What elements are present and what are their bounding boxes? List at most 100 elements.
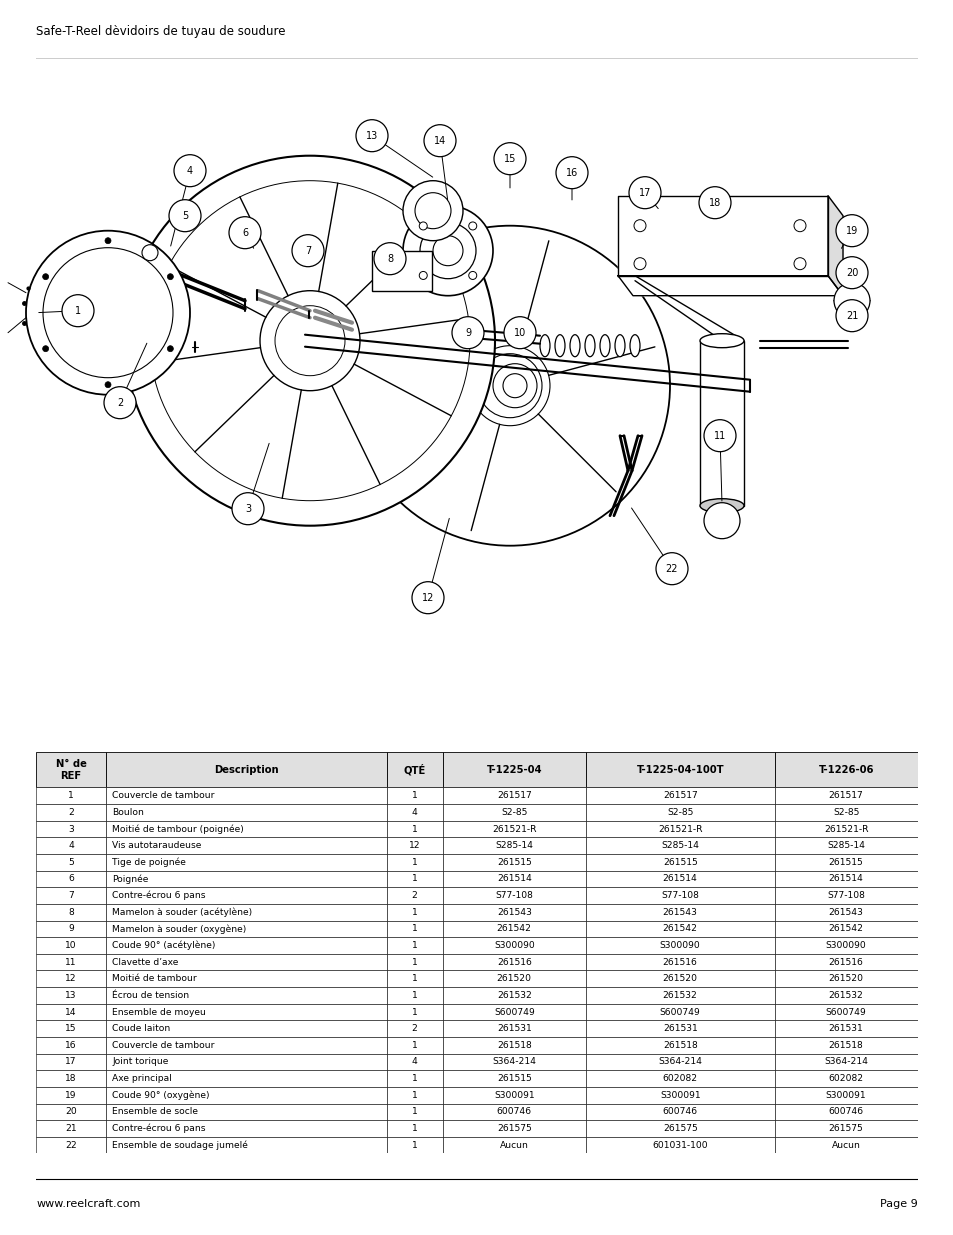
- Polygon shape: [325, 366, 420, 484]
- Text: 7: 7: [69, 892, 74, 900]
- Bar: [774, 853, 917, 871]
- Text: T-1225-04-100T: T-1225-04-100T: [636, 764, 723, 774]
- Text: 602082: 602082: [662, 1074, 697, 1083]
- Text: Aucun: Aucun: [831, 1141, 860, 1150]
- Text: 1: 1: [412, 974, 417, 983]
- Text: 3: 3: [69, 825, 74, 834]
- Text: 261531: 261531: [497, 1024, 531, 1034]
- Bar: [442, 937, 585, 953]
- Circle shape: [62, 295, 94, 327]
- Text: 13: 13: [65, 990, 77, 1000]
- Text: S364-214: S364-214: [823, 1057, 867, 1067]
- Text: S364-214: S364-214: [658, 1057, 701, 1067]
- Text: 22: 22: [65, 1141, 77, 1150]
- Text: 4: 4: [412, 808, 417, 816]
- Text: 1: 1: [75, 306, 81, 316]
- Text: Mamelon à souder (acétylène): Mamelon à souder (acétylène): [112, 908, 252, 916]
- Bar: [106, 987, 386, 1004]
- Text: 261543: 261543: [497, 908, 531, 916]
- Bar: [36, 1020, 106, 1037]
- Text: 1: 1: [412, 858, 417, 867]
- Text: S2-85: S2-85: [500, 808, 527, 816]
- Text: 1: 1: [69, 792, 74, 800]
- Bar: [106, 1037, 386, 1053]
- Bar: [106, 821, 386, 837]
- Circle shape: [494, 143, 525, 174]
- Text: Ensemble de moyeu: Ensemble de moyeu: [112, 1008, 206, 1016]
- Ellipse shape: [615, 335, 624, 357]
- Bar: [585, 953, 774, 971]
- Bar: [442, 1137, 585, 1153]
- Text: 14: 14: [434, 136, 446, 146]
- Text: S2-85: S2-85: [666, 808, 693, 816]
- Polygon shape: [194, 366, 294, 482]
- Circle shape: [699, 186, 730, 219]
- Text: T-1226-06: T-1226-06: [818, 764, 873, 774]
- Text: 600746: 600746: [662, 1108, 697, 1116]
- Text: S77-108: S77-108: [826, 892, 864, 900]
- Ellipse shape: [569, 335, 579, 357]
- Bar: [585, 937, 774, 953]
- Text: 1: 1: [412, 941, 417, 950]
- Bar: [774, 1137, 917, 1153]
- Bar: [386, 987, 442, 1004]
- Bar: [442, 1104, 585, 1120]
- Bar: [36, 853, 106, 871]
- Circle shape: [167, 346, 173, 352]
- Bar: [106, 971, 386, 987]
- Text: 261532: 261532: [662, 990, 697, 1000]
- Bar: [585, 971, 774, 987]
- Bar: [106, 1120, 386, 1137]
- Text: Page 9: Page 9: [879, 1199, 917, 1209]
- Text: 1: 1: [412, 1074, 417, 1083]
- Circle shape: [43, 248, 172, 378]
- Circle shape: [142, 245, 158, 261]
- Bar: [386, 853, 442, 871]
- Bar: [36, 1004, 106, 1020]
- Bar: [585, 1104, 774, 1120]
- Text: 1: 1: [412, 1124, 417, 1132]
- Ellipse shape: [700, 499, 743, 513]
- Bar: [386, 1037, 442, 1053]
- Text: 19: 19: [65, 1091, 77, 1099]
- Bar: [106, 1020, 386, 1037]
- Bar: [774, 871, 917, 887]
- Bar: [585, 788, 774, 804]
- Polygon shape: [530, 270, 654, 378]
- Bar: [36, 971, 106, 987]
- Ellipse shape: [629, 335, 639, 357]
- Text: S285-14: S285-14: [826, 841, 864, 850]
- Bar: [106, 953, 386, 971]
- Text: Couvercle de tambour: Couvercle de tambour: [112, 792, 214, 800]
- Bar: [386, 804, 442, 821]
- Text: 261543: 261543: [828, 908, 862, 916]
- Text: 600746: 600746: [828, 1108, 862, 1116]
- Bar: [36, 1053, 106, 1071]
- Bar: [585, 1037, 774, 1053]
- Text: 2: 2: [68, 808, 74, 816]
- Bar: [585, 1004, 774, 1020]
- Text: www.reelcraft.com: www.reelcraft.com: [36, 1199, 140, 1209]
- Polygon shape: [365, 394, 489, 500]
- Ellipse shape: [599, 335, 609, 357]
- Bar: [386, 887, 442, 904]
- Text: 18: 18: [65, 1074, 77, 1083]
- Bar: [106, 920, 386, 937]
- Circle shape: [402, 206, 493, 295]
- Bar: [36, 937, 106, 953]
- Bar: [774, 1087, 917, 1104]
- Polygon shape: [471, 416, 560, 536]
- Bar: [442, 887, 585, 904]
- Polygon shape: [532, 391, 657, 492]
- Bar: [442, 1004, 585, 1020]
- Bar: [36, 1137, 106, 1153]
- Text: 1: 1: [412, 990, 417, 1000]
- Polygon shape: [618, 195, 827, 275]
- Bar: [36, 904, 106, 920]
- Text: 5: 5: [182, 211, 188, 221]
- Polygon shape: [198, 196, 294, 315]
- Text: 602082: 602082: [828, 1074, 862, 1083]
- Bar: [36, 871, 106, 887]
- Text: 261515: 261515: [497, 1074, 531, 1083]
- Circle shape: [232, 493, 264, 525]
